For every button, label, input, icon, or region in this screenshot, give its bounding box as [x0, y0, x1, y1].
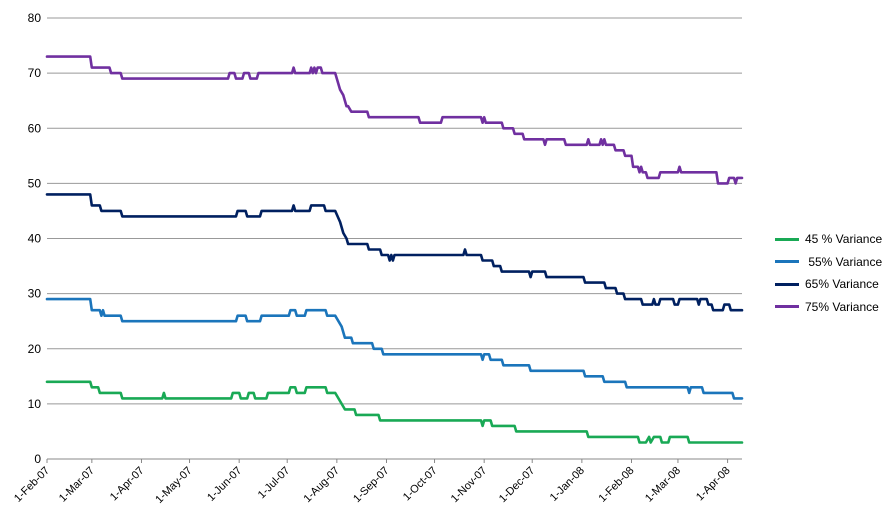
y-tick-label: 70: [28, 66, 42, 80]
x-tick-label: 1-Apr-08: [694, 465, 733, 504]
y-tick-label: 60: [28, 121, 42, 135]
series-line-3: [45, 193, 744, 312]
plot-area: [45, 55, 744, 444]
x-tick-label: 1-Sep-07: [351, 465, 391, 505]
y-tick-label: 80: [28, 11, 42, 25]
x-tick-label: 1-Aug-07: [301, 465, 341, 505]
series-line-2: [45, 297, 744, 400]
legend-label-45: 45 % Variance: [805, 232, 883, 247]
x-tick-label: 1-Jan-08: [548, 465, 587, 504]
legend-swatch-75: [775, 305, 799, 309]
x-tick-label: 1-Apr-07: [108, 465, 147, 504]
legend-label-55: 55% Variance: [805, 254, 883, 269]
legend-label-65: 65% Variance: [805, 277, 879, 292]
legend-item-65: 65% Variance: [775, 273, 882, 296]
legend-item-55: 55% Variance: [775, 251, 882, 274]
y-tick-label: 40: [28, 232, 42, 246]
legend-item-75: 75% Variance: [775, 296, 882, 319]
series-line-4: [45, 55, 744, 185]
legend-swatch-55: [775, 260, 799, 264]
y-tick-label: 0: [34, 452, 41, 466]
gridlines: [46, 17, 742, 463]
y-axis-tick-labels: 0 10 20 30 40 50 60 70 80: [28, 11, 42, 466]
x-tick-label: 1-Jun-07: [205, 465, 244, 504]
x-tick-label: 1-Oct-07: [401, 465, 440, 504]
y-tick-label: 50: [28, 176, 42, 190]
series-line-1: [45, 380, 744, 444]
x-tick-label: 1-Nov-07: [449, 465, 489, 505]
x-tick-label: 1-Feb-08: [597, 465, 637, 505]
x-tick-label: 1-Mar-08: [643, 465, 683, 505]
legend-swatch-65: [775, 282, 799, 286]
x-tick-label: 1-May-07: [153, 465, 194, 506]
x-tick-label: 1-Feb-07: [12, 465, 52, 505]
legend-label-75: 75% Variance: [805, 299, 879, 314]
x-axis-tick-labels: 1-Feb-07 1-Mar-07 1-Apr-07 1-May-07 1-Jun-07…: [12, 465, 733, 506]
legend-swatch-45: [775, 237, 799, 241]
y-tick-label: 20: [28, 342, 42, 356]
legend: 45 % Variance 55% Variance 65% Variance …: [775, 228, 882, 318]
x-tick-label: 1-Dec-07: [497, 465, 537, 505]
y-tick-label: 10: [28, 397, 42, 411]
x-tick-label: 1-Mar-07: [57, 465, 97, 505]
legend-item-45: 45 % Variance: [775, 228, 882, 251]
y-tick-label: 30: [28, 287, 42, 301]
x-tick-label: 1-Jul-07: [256, 465, 293, 502]
